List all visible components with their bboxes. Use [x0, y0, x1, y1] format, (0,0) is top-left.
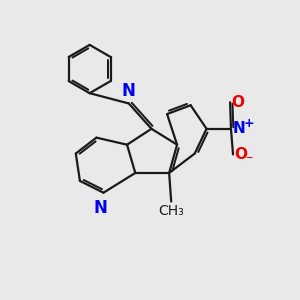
Text: O: O — [232, 95, 244, 110]
Text: N: N — [232, 121, 245, 136]
Text: CH₃: CH₃ — [158, 204, 184, 218]
Text: +: + — [243, 117, 254, 130]
Text: O: O — [235, 147, 248, 162]
Text: N: N — [122, 82, 136, 100]
Text: ⁻: ⁻ — [245, 153, 253, 167]
Text: N: N — [93, 199, 107, 217]
